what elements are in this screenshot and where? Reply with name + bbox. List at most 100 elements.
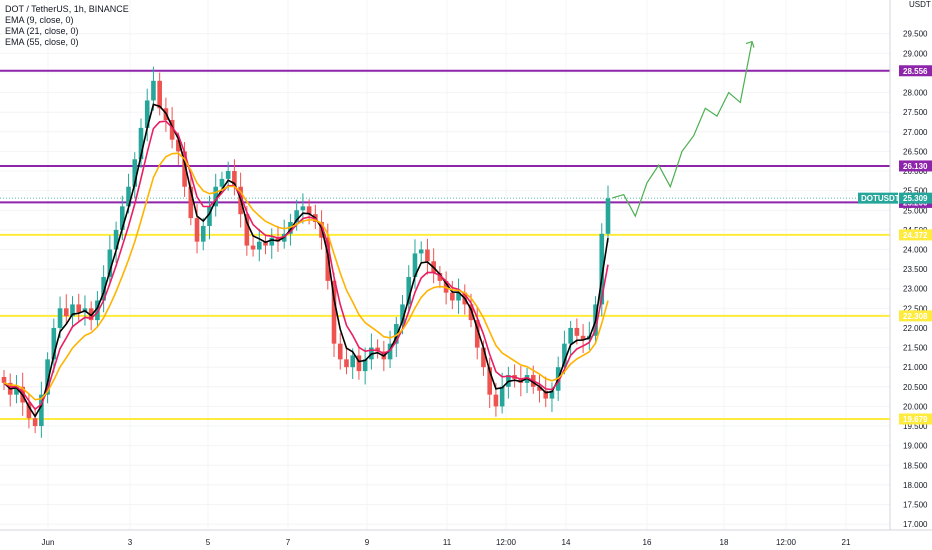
y-tick-label: 23.500: [903, 265, 928, 274]
level-label-box: [899, 160, 932, 172]
y-tick-label: 25.500: [903, 187, 928, 196]
candle-body: [499, 386, 505, 407]
price-axis: 17.000 17.500 18.000 18.500 19.000 19.500 20.0…: [903, 30, 928, 529]
candle-body: [144, 100, 150, 128]
y-tick-label: 23.000: [903, 285, 928, 294]
candle-body: [412, 253, 418, 277]
candle-body: [188, 186, 194, 219]
candle-body: [39, 394, 44, 427]
x-tick-label: Jun: [42, 538, 55, 547]
level-label: 26.130: [903, 162, 928, 171]
x-tick-label: 12:00: [776, 538, 797, 547]
candle-body: [275, 237, 281, 242]
horizontal-levels: [0, 69, 890, 421]
candle-body: [14, 386, 19, 395]
level-label: 19.679: [903, 415, 928, 424]
ema-lines: [3, 103, 609, 418]
y-tick-label: 27.000: [903, 128, 928, 137]
level-label: 28.556: [903, 67, 928, 76]
y-tick-label: 29.000: [903, 49, 928, 58]
x-tick-label: 11: [443, 538, 452, 547]
candle-body: [537, 386, 542, 391]
currency-unit-label[interactable]: USDT: [909, 0, 931, 9]
projection-path: [611, 40, 755, 218]
candle-body: [294, 210, 299, 223]
y-tick-label: 26.500: [903, 147, 928, 156]
symbol-tag: DOTUSDT: [861, 194, 900, 203]
y-tick-label: 19.000: [903, 442, 928, 451]
price-axis-labels: 28.55626.13025.20024.37222.30819.679DOTU…: [858, 65, 932, 425]
candle-body: [176, 139, 181, 152]
current-price-box: [899, 192, 932, 204]
y-tick-label: 21.500: [903, 344, 928, 353]
legend-symbol[interactable]: DOT / TetherUS, 1h, BINANCE: [5, 4, 129, 14]
candle-body: [132, 159, 138, 187]
candle-body: [580, 335, 586, 340]
chart-legend: DOT / TetherUS, 1h, BINANCE EMA (9, clos…: [5, 4, 129, 48]
candlestick-series: [1, 66, 611, 438]
projection-line: [611, 41, 753, 218]
candle-body: [375, 347, 380, 352]
candle-body: [356, 355, 362, 372]
candle-body: [487, 367, 492, 395]
candle-body: [26, 402, 32, 419]
candle-body: [244, 214, 250, 246]
x-tick-label: 12:00: [496, 538, 517, 547]
level-label: 22.308: [903, 312, 928, 321]
candle-body: [300, 206, 306, 211]
y-tick-label: 19.500: [903, 422, 928, 431]
x-tick-label: 16: [643, 538, 652, 547]
level-label-box: [899, 65, 932, 77]
x-tick-label: 18: [720, 538, 729, 547]
projection-arrowhead: [745, 40, 755, 48]
candle-body: [568, 327, 573, 344]
candle-body: [437, 273, 443, 281]
candle-body: [387, 343, 393, 360]
level-label: 24.372: [903, 231, 928, 240]
candle-body: [63, 308, 69, 317]
y-tick-label: 24.000: [903, 246, 928, 255]
candle-body: [350, 355, 356, 368]
candle-body: [425, 249, 430, 262]
candle-body: [182, 151, 187, 187]
candle-body: [256, 241, 262, 250]
candle-body: [232, 171, 237, 187]
candle-body: [57, 308, 63, 328]
current-price-label: 25.309: [903, 194, 928, 203]
candle-body: [599, 233, 605, 305]
candle-body: [107, 249, 113, 277]
y-tick-label: 27.500: [903, 108, 928, 117]
candle-body: [331, 280, 337, 344]
candle-body: [574, 327, 580, 336]
candle-body: [1, 377, 7, 383]
level-label-box: [899, 310, 932, 322]
x-tick-label: 14: [562, 538, 571, 547]
candle-body: [213, 186, 219, 207]
symbol-tag-box: [858, 192, 898, 204]
legend-ema9[interactable]: EMA (9, close, 0): [5, 15, 74, 25]
candle-body: [306, 206, 312, 215]
y-tick-label: 28.000: [903, 89, 928, 98]
level-label-box: [899, 229, 932, 241]
candle-body: [157, 80, 162, 109]
candle-body: [393, 324, 399, 344]
y-tick-label: 22.500: [903, 304, 928, 313]
y-tick-label: 20.500: [903, 383, 928, 392]
y-tick-label: 29.500: [903, 30, 928, 39]
legend-ema55[interactable]: EMA (55, close, 0): [5, 37, 79, 47]
candle-body: [70, 304, 75, 317]
ema-line: [3, 103, 609, 418]
x-tick-label: 7: [286, 538, 291, 547]
ema-line: [3, 120, 609, 411]
candle-body: [406, 276, 412, 305]
y-tick-label: 18.000: [903, 481, 928, 490]
candle-body: [562, 343, 567, 368]
legend-ema21[interactable]: EMA (21, close, 0): [5, 26, 79, 36]
y-tick-label: 17.000: [903, 520, 928, 529]
y-tick-label: 22.000: [903, 324, 928, 333]
candle-body: [76, 304, 82, 313]
candle-body: [605, 198, 611, 234]
candle-body: [474, 320, 480, 348]
candle-body: [493, 394, 499, 407]
